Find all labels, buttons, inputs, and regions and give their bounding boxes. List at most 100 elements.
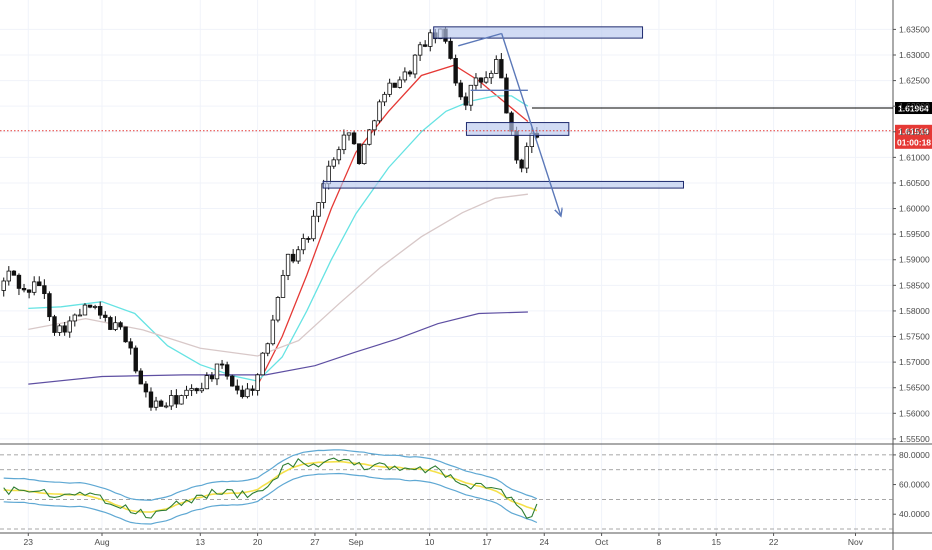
candle-body	[26, 289, 32, 293]
countdown-timer-text: 01:00:18	[897, 137, 931, 147]
price-tick-label: 1.59500	[899, 229, 930, 239]
time-tick-label: 17	[482, 537, 492, 547]
candle-body	[103, 314, 108, 318]
line-2[interactable]	[501, 33, 561, 215]
mid-zone[interactable]	[465, 122, 570, 136]
time-tick-label: 15	[712, 537, 722, 547]
candle-body	[62, 325, 67, 333]
candlestick-series	[1, 27, 540, 411]
candle-body	[21, 287, 27, 291]
candle-body	[311, 215, 316, 240]
price-tick-label: 1.56000	[899, 408, 930, 418]
candle-body	[351, 132, 357, 145]
candle-body	[407, 71, 413, 75]
candle-body	[331, 159, 336, 167]
osc-tick-label: 40.0000	[899, 509, 930, 519]
candle-body	[148, 391, 154, 408]
candle-body	[214, 363, 220, 380]
candle-body	[138, 370, 144, 385]
time-tick-label: Nov	[848, 537, 864, 547]
ma-grey-line	[28, 193, 528, 357]
time-tick-label: Aug	[94, 537, 109, 547]
candle-body	[72, 314, 78, 322]
candle-body	[463, 96, 468, 106]
candle-body	[453, 58, 458, 84]
price-tick-label: 1.60500	[899, 178, 930, 188]
candle-body	[204, 375, 210, 390]
candle-body	[57, 325, 62, 333]
candle-body	[494, 59, 499, 74]
candle-body	[194, 388, 199, 392]
candle-body	[483, 77, 489, 83]
candle-body	[143, 383, 149, 393]
candle-body	[524, 146, 529, 169]
candle-body	[42, 285, 47, 295]
candle-body	[468, 84, 474, 106]
candle-body	[92, 306, 98, 308]
candle-body	[372, 120, 377, 131]
current-price-tag	[895, 124, 932, 149]
price-tick-label: 1.62500	[899, 76, 930, 86]
candle-body	[230, 375, 235, 387]
candle-body	[265, 343, 270, 354]
time-tick-label: 10	[425, 537, 435, 547]
candle-body	[504, 77, 509, 114]
price-tick-label: 1.61500	[899, 127, 930, 137]
price-tick-label: 1.62000	[899, 101, 930, 111]
candle-body	[118, 322, 123, 328]
candle-body	[448, 40, 453, 59]
candle-body	[341, 134, 347, 151]
price-tick-label: 1.57500	[899, 332, 930, 342]
candle-body	[113, 322, 118, 330]
candle-body	[11, 270, 17, 276]
price-tick-label: 1.63000	[899, 50, 930, 60]
candle-body	[255, 374, 260, 391]
top-zone[interactable]	[433, 26, 644, 39]
candle-body	[219, 363, 225, 366]
candle-body	[402, 71, 408, 81]
candle-body	[82, 304, 88, 316]
candle-body	[306, 238, 311, 240]
candle-body	[362, 143, 367, 165]
candle-body	[6, 270, 11, 282]
time-tick-label: 24	[540, 537, 550, 547]
candle-body	[275, 297, 281, 321]
candle-body	[336, 149, 342, 161]
candle-body	[519, 159, 524, 169]
candle-body	[184, 389, 189, 396]
ma-cyan-line	[28, 95, 529, 382]
candle-body	[16, 274, 22, 289]
time-tick-label: 23	[24, 537, 34, 547]
low-zone[interactable]	[322, 180, 684, 189]
candle-body	[240, 389, 245, 398]
candle-body	[47, 293, 52, 318]
time-tick-label: Sep	[348, 537, 363, 547]
candle-body	[280, 274, 286, 298]
osc-tick-label: 60.0000	[899, 480, 930, 490]
candle-body	[387, 82, 392, 95]
candle-body	[128, 341, 133, 349]
drawing-tools[interactable]	[322, 26, 684, 215]
candle-body	[316, 202, 321, 217]
candle-body	[499, 59, 504, 79]
candle-body	[245, 388, 250, 398]
price-tick-label: 1.56500	[899, 383, 930, 393]
osc-upper-band	[3, 449, 538, 501]
candle-body	[31, 281, 37, 293]
time-tick-label: 22	[769, 537, 779, 547]
price-tick-label: 1.63500	[899, 24, 930, 34]
price-tick-label: 1.58500	[899, 280, 930, 290]
candle-body	[356, 143, 362, 165]
line-1[interactable]	[458, 32, 502, 47]
osc-lower-band	[3, 472, 538, 525]
candle-body	[296, 249, 301, 262]
candle-body	[169, 395, 174, 407]
candle-body	[123, 326, 128, 343]
candle-body	[209, 375, 215, 380]
candle-body	[428, 32, 433, 47]
candle-body	[97, 306, 103, 316]
